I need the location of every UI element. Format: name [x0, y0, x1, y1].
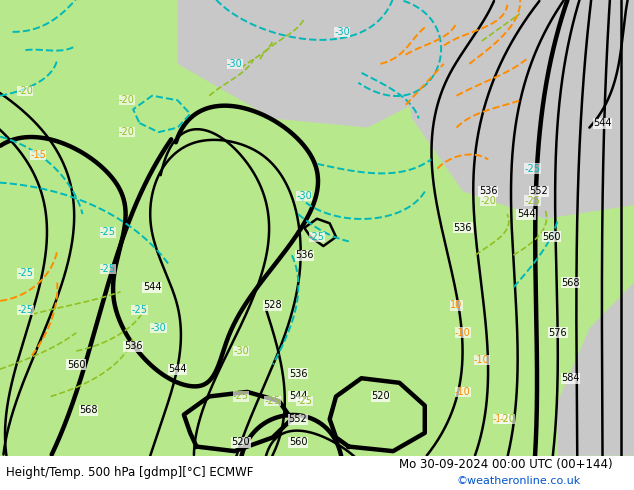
Text: 544: 544 — [288, 392, 307, 401]
Text: 536: 536 — [479, 186, 498, 196]
Text: Mo 30-09-2024 00:00 UTC (00+144): Mo 30-09-2024 00:00 UTC (00+144) — [399, 458, 613, 471]
Text: 552: 552 — [288, 414, 307, 424]
Text: -20: -20 — [119, 127, 135, 137]
Text: 560: 560 — [542, 232, 561, 242]
Text: -25: -25 — [296, 396, 313, 406]
Text: 544: 544 — [593, 118, 612, 128]
Text: -10: -10 — [455, 328, 470, 338]
Text: 536: 536 — [453, 223, 472, 233]
Text: -20: -20 — [480, 196, 496, 205]
Text: 536: 536 — [295, 250, 314, 260]
Text: 536: 536 — [124, 342, 143, 351]
Text: -25: -25 — [264, 396, 281, 406]
Text: -10: -10 — [493, 414, 508, 424]
Text: -25: -25 — [131, 305, 148, 315]
Text: 568: 568 — [561, 277, 580, 288]
Text: -20: -20 — [119, 95, 135, 105]
Text: 552: 552 — [529, 186, 548, 196]
Text: -20: -20 — [17, 86, 34, 96]
Text: -20: -20 — [499, 414, 515, 424]
Text: 544: 544 — [517, 209, 536, 219]
Text: 544: 544 — [168, 364, 187, 374]
Text: -25: -25 — [100, 227, 116, 238]
Text: -30: -30 — [335, 27, 350, 37]
Text: -25: -25 — [17, 269, 34, 278]
Text: 560: 560 — [288, 437, 307, 447]
Text: -30: -30 — [233, 346, 249, 356]
Text: -30: -30 — [151, 323, 166, 333]
Text: 528: 528 — [263, 300, 282, 310]
Text: -25: -25 — [309, 232, 325, 242]
Text: ©weatheronline.co.uk: ©weatheronline.co.uk — [456, 476, 581, 486]
Text: -30: -30 — [227, 59, 242, 69]
Text: 10: 10 — [450, 300, 463, 310]
Text: -10: -10 — [474, 355, 489, 365]
Text: -25: -25 — [524, 196, 541, 205]
Text: 520: 520 — [371, 392, 390, 401]
Text: -15: -15 — [30, 150, 46, 160]
Text: 576: 576 — [548, 328, 567, 338]
Polygon shape — [0, 0, 634, 456]
Text: 584: 584 — [561, 373, 580, 383]
Text: -25: -25 — [233, 392, 249, 401]
Text: -25: -25 — [100, 264, 116, 274]
Text: -30: -30 — [297, 191, 312, 201]
Polygon shape — [399, 0, 634, 219]
Text: -25: -25 — [524, 164, 541, 173]
Text: 544: 544 — [143, 282, 162, 292]
Text: 568: 568 — [79, 405, 98, 415]
Text: 560: 560 — [67, 360, 86, 369]
Text: Height/Temp. 500 hPa [gdmp][°C] ECMWF: Height/Temp. 500 hPa [gdmp][°C] ECMWF — [6, 466, 254, 479]
Text: -10: -10 — [455, 387, 470, 397]
Text: 520: 520 — [231, 437, 250, 447]
Text: 536: 536 — [288, 368, 307, 379]
Polygon shape — [178, 0, 456, 127]
Polygon shape — [558, 283, 634, 456]
Text: -25: -25 — [17, 305, 34, 315]
